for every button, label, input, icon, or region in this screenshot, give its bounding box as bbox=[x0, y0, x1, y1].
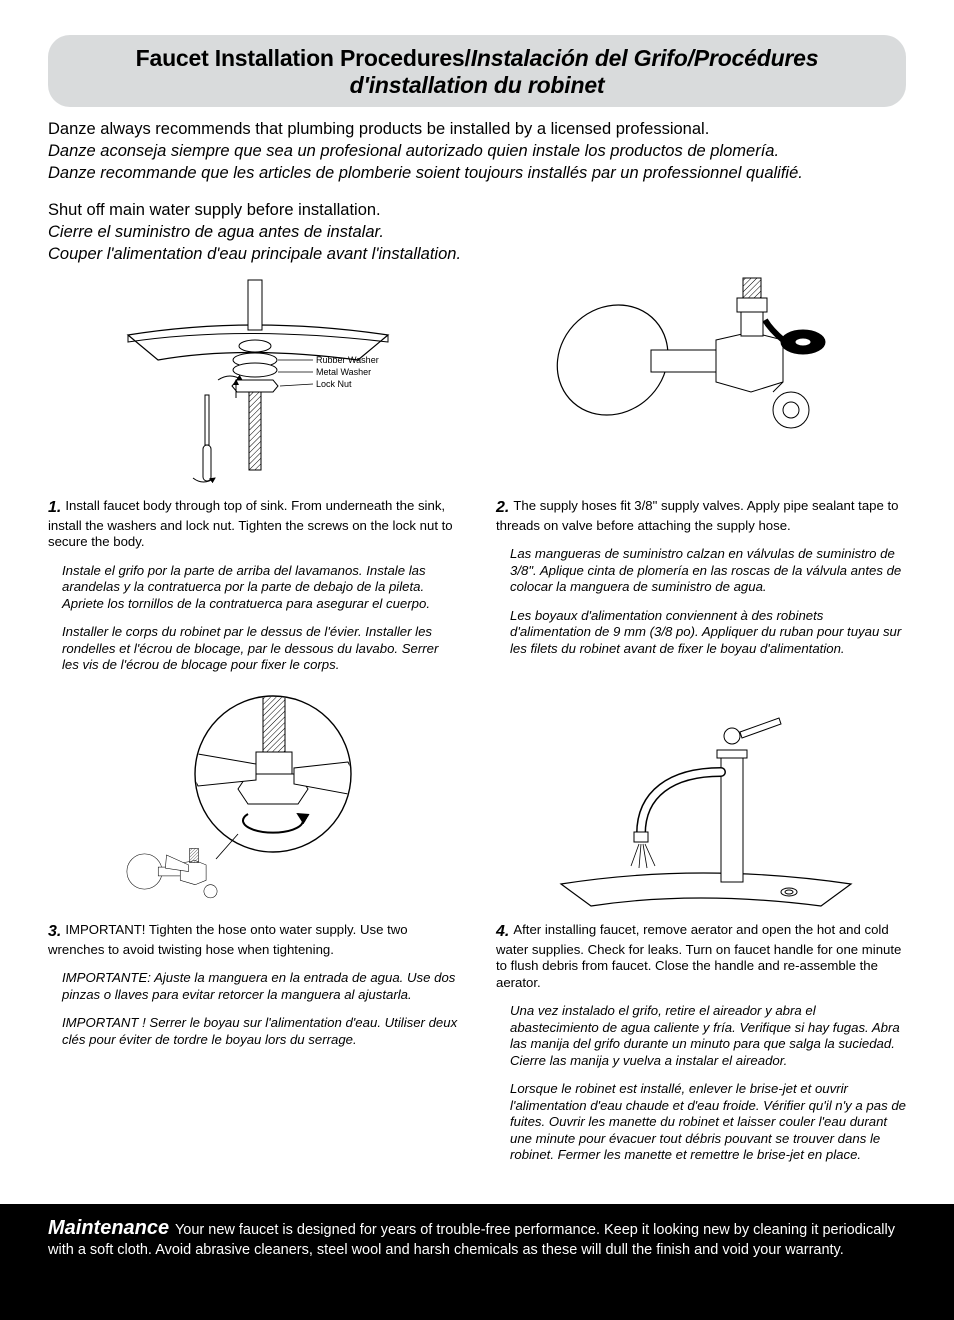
diagram-step-2 bbox=[496, 280, 906, 490]
intro-es: Danze aconseja siempre que sea un profes… bbox=[48, 141, 906, 163]
label-lock: Lock Nut bbox=[316, 379, 352, 389]
step-3-num: 3. bbox=[48, 922, 61, 942]
label-metal: Metal Washer bbox=[316, 367, 371, 377]
step-1-en: Install faucet body through top of sink.… bbox=[48, 498, 453, 550]
step-4-num: 4. bbox=[496, 922, 509, 942]
step-2-num: 2. bbox=[496, 498, 509, 518]
step-2-fr: Les boyaux d'alimentation conviennent à … bbox=[510, 608, 906, 658]
step-1-num: 1. bbox=[48, 498, 61, 518]
step-3-fr: IMPORTANT ! Serrer le boyau sur l'alimen… bbox=[62, 1015, 458, 1048]
diagram-step-4 bbox=[496, 704, 906, 914]
diagram-step-1: Rubber Washer Metal Washer Lock Nut bbox=[48, 280, 458, 490]
step-4-fr: Lorsque le robinet est installé, enlever… bbox=[510, 1081, 906, 1164]
maintenance-footer: Maintenance Your new faucet is designed … bbox=[0, 1204, 954, 1320]
step-4-es: Una vez instalado el grifo, retire el ai… bbox=[510, 1003, 906, 1069]
step-2-es: Las mangueras de suministro calzan en vá… bbox=[510, 546, 906, 596]
maintenance-heading: Maintenance bbox=[48, 1217, 169, 1239]
step-2: 2.The supply hoses fit 3/8" supply valve… bbox=[496, 280, 906, 686]
step-1-text: 1.Install faucet body through top of sin… bbox=[48, 498, 458, 674]
shutoff-fr: Couper l'alimentation d'eau principale a… bbox=[48, 244, 906, 266]
step-3-es: IMPORTANTE: Ajuste la manguera en la ent… bbox=[62, 970, 458, 1003]
step-1-fr: Installer le corps du robinet par le des… bbox=[62, 624, 458, 674]
shutoff-es: Cierre el suministro de agua antes de in… bbox=[48, 222, 906, 244]
step-3: 3.IMPORTANT! Tighten the hose onto water… bbox=[48, 704, 458, 1176]
shutoff-block: Shut off main water supply before instal… bbox=[48, 200, 906, 265]
step-3-en: IMPORTANT! Tighten the hose onto water s… bbox=[48, 922, 408, 957]
step-1-es: Instale el grifo por la parte de arriba … bbox=[62, 563, 458, 613]
step-4-text: 4.After installing faucet, remove aerato… bbox=[496, 922, 906, 1164]
step-3-text: 3.IMPORTANT! Tighten the hose onto water… bbox=[48, 922, 458, 1049]
intro-fr: Danze recommande que les articles de plo… bbox=[48, 163, 906, 185]
page: Faucet Installation Procedures/Instalaci… bbox=[0, 0, 954, 1320]
intro-en: Danze always recommends that plumbing pr… bbox=[48, 119, 906, 141]
steps-grid: Rubber Washer Metal Washer Lock Nut bbox=[48, 280, 906, 1176]
step-4: 4.After installing faucet, remove aerato… bbox=[496, 704, 906, 1176]
title-es: Instalación del Grifo/ bbox=[471, 45, 694, 71]
step-2-text: 2.The supply hoses fit 3/8" supply valve… bbox=[496, 498, 906, 658]
step-2-en: The supply hoses fit 3/8" supply valves.… bbox=[496, 498, 899, 533]
label-rubber: Rubber Washer bbox=[316, 355, 379, 365]
title-en: Faucet Installation Procedures/ bbox=[136, 45, 471, 71]
intro-block: Danze always recommends that plumbing pr… bbox=[48, 119, 906, 184]
shutoff-en: Shut off main water supply before instal… bbox=[48, 200, 906, 222]
title-bar: Faucet Installation Procedures/Instalaci… bbox=[48, 35, 906, 107]
diagram-step-3 bbox=[48, 704, 458, 914]
step-1: Rubber Washer Metal Washer Lock Nut bbox=[48, 280, 458, 686]
maintenance-body: Your new faucet is designed for years of… bbox=[48, 1222, 895, 1259]
step-4-en: After installing faucet, remove aerator … bbox=[496, 922, 901, 990]
